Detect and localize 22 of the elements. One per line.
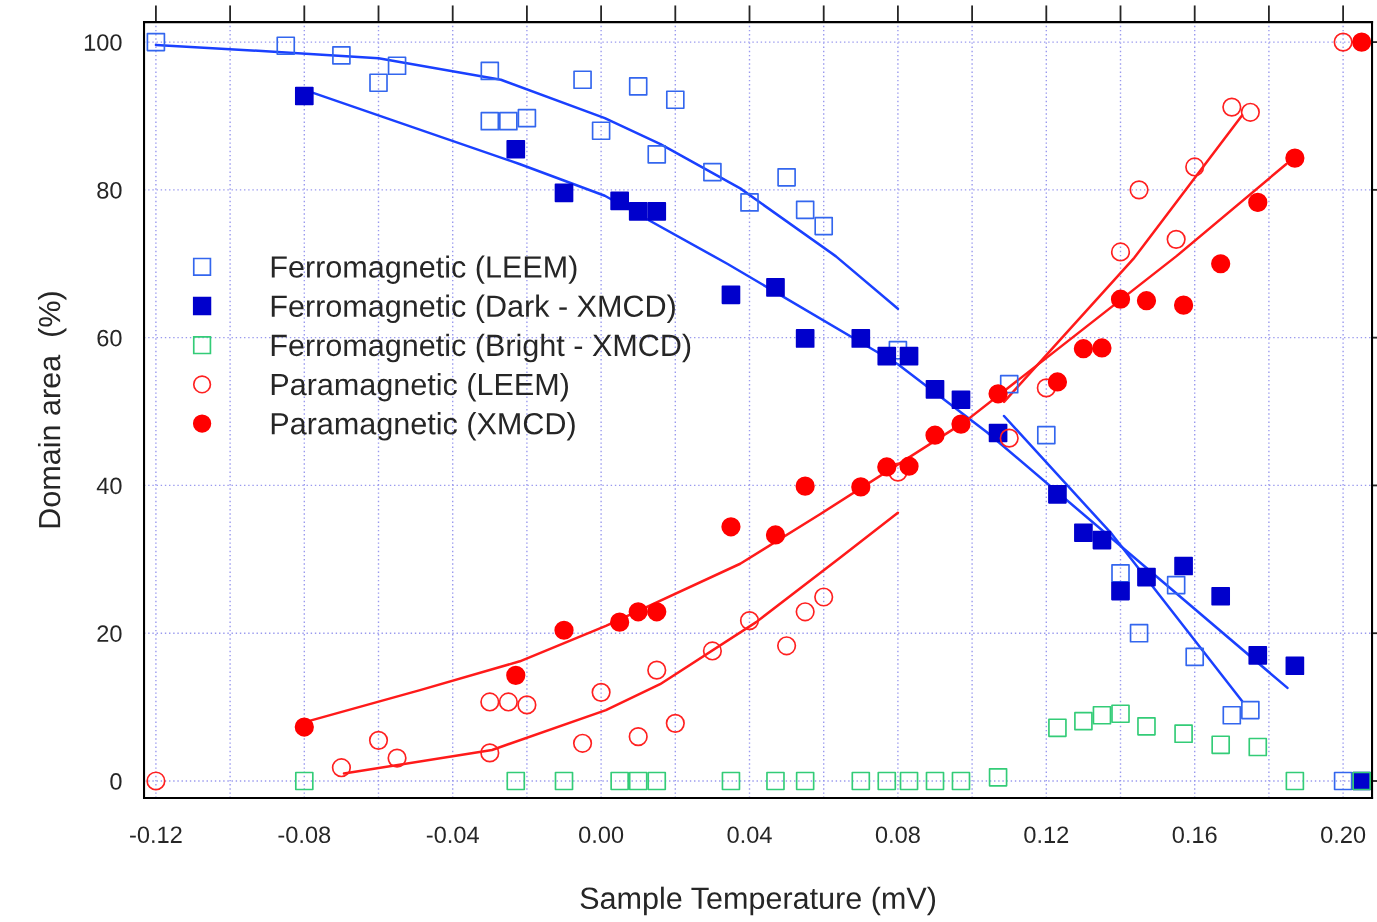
y-axis-title: Domain area (%) (37, 292, 67, 528)
x-tick-label: 0.00 (579, 826, 624, 844)
y-tick-label: 40 (96, 477, 122, 495)
legend-label: Ferromagnetic (LEEM) (271, 255, 577, 284)
x-tick-label: 0.12 (1024, 826, 1069, 844)
x-tick-label: -0.12 (130, 826, 182, 844)
x-tick-label: 0.16 (1172, 826, 1217, 844)
x-tick-label: -0.04 (426, 826, 479, 844)
x-tick-label: 0.04 (727, 826, 772, 844)
y-tick-label: 20 (97, 625, 122, 642)
legend-label: Paramagnetic (LEEM) (271, 372, 568, 402)
y-tick-label: 100 (84, 34, 122, 51)
legend-label: Paramagnetic (XMCD) (271, 412, 575, 441)
x-tick-label: 0.08 (875, 826, 920, 844)
y-tick-label: 80 (97, 181, 122, 199)
legend-label: Ferromagnetic (Dark - XMCD) (271, 294, 675, 324)
x-axis-title: Sample Temperature (mV) (580, 886, 936, 916)
x-tick-label: 0.20 (1321, 826, 1366, 844)
legend-label: Ferromagnetic (Bright - XMCD) (271, 333, 691, 363)
y-tick-label: 60 (97, 329, 122, 347)
y-tick-label: 0 (110, 773, 122, 790)
x-tick-label: -0.08 (278, 826, 331, 844)
